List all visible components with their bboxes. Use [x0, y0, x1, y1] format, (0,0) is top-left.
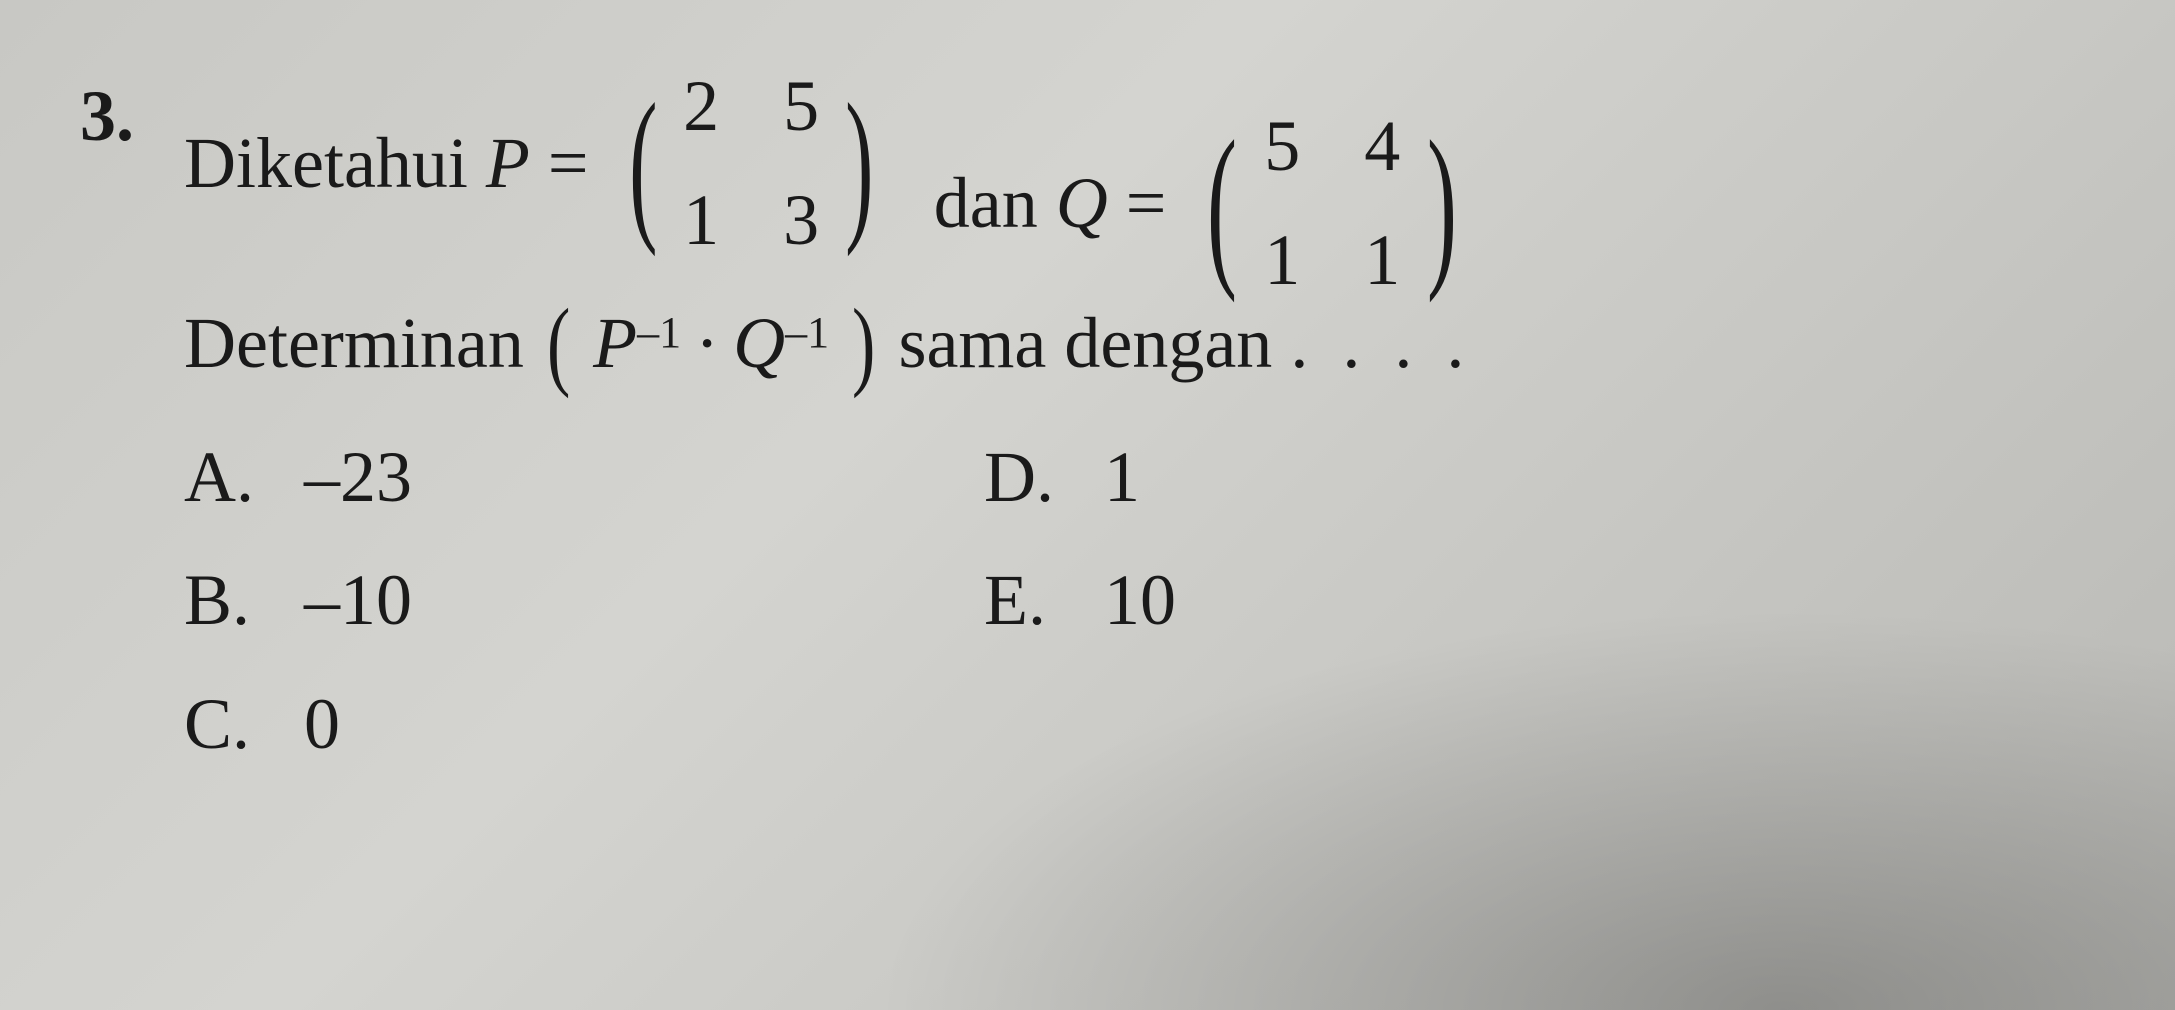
matrix-row: 1 1 — [1262, 214, 1402, 308]
question-body: Diketahui P = ( 2 5 1 3 ) dan — [184, 60, 2095, 772]
given-line: Diketahui P = ( 2 5 1 3 ) dan — [184, 60, 2095, 267]
option-value: 1 — [1104, 431, 1140, 525]
option-b: B. –10 — [184, 554, 984, 648]
matrix-cell: 5 — [1262, 100, 1302, 194]
matrix-row: 1 3 — [681, 174, 821, 268]
right-paren-icon: ) — [1427, 141, 1457, 267]
matrix-cell: 1 — [681, 174, 721, 268]
blank-dots: . . . . — [1290, 297, 1472, 391]
right-paren-icon: ) — [845, 104, 873, 223]
left-paren-icon: ( — [1207, 141, 1237, 267]
expr-p: P — [593, 297, 637, 391]
matrix-cell: 1 — [1262, 214, 1302, 308]
and-label: dan — [934, 157, 1038, 251]
option-c: C. 0 — [184, 678, 984, 772]
option-value: –23 — [304, 431, 412, 525]
determinant-label: Determinan — [184, 297, 524, 391]
matrix-q-cells: 5 4 1 1 — [1252, 100, 1412, 307]
option-value: 10 — [1104, 554, 1176, 648]
expr-q-superscript: –1 — [785, 304, 829, 361]
question-number: 3. — [80, 60, 134, 152]
option-letter: B. — [184, 554, 254, 648]
matrix-p: ( 2 5 1 3 ) — [615, 60, 888, 267]
expression: P–1 · Q–1 — [593, 297, 829, 391]
q-definition: dan Q = ( 5 4 1 1 ) — [934, 100, 1480, 307]
option-letter: C. — [184, 678, 254, 772]
expr-q: Q — [733, 297, 785, 391]
option-value: –10 — [304, 554, 412, 648]
matrix-cell: 3 — [781, 174, 821, 268]
equals-sign-1: = — [548, 117, 589, 211]
right-paren-icon: ) — [852, 304, 875, 384]
equals-sign-2: = — [1126, 157, 1167, 251]
option-e: E. 10 — [984, 554, 1784, 648]
option-value: 0 — [304, 678, 340, 772]
option-letter: E. — [984, 554, 1054, 648]
expr-p-superscript: –1 — [637, 304, 681, 361]
answer-options: A. –23 D. 1 B. –10 E. 10 C. 0 — [184, 431, 2095, 772]
equals-phrase: sama dengan — [898, 297, 1272, 391]
left-paren-icon: ( — [629, 104, 657, 223]
matrix-row: 2 5 — [681, 60, 821, 154]
question-block: 3. Diketahui P = ( 2 5 1 3 ) — [80, 60, 2095, 772]
option-letter: A. — [184, 431, 254, 525]
option-d: D. 1 — [984, 431, 1784, 525]
matrix-p-cells: 2 5 1 3 — [671, 60, 831, 267]
known-label: Diketahui — [184, 117, 468, 211]
option-letter: D. — [984, 431, 1054, 525]
matrix-cell: 2 — [681, 60, 721, 154]
var-p: P — [486, 117, 530, 211]
dot-operator: · — [695, 297, 719, 391]
option-a: A. –23 — [184, 431, 984, 525]
matrix-cell: 5 — [781, 60, 821, 154]
matrix-cell: 4 — [1362, 100, 1402, 194]
matrix-cell: 1 — [1362, 214, 1402, 308]
var-q: Q — [1056, 157, 1108, 251]
left-paren-icon: ( — [547, 304, 570, 384]
question-prompt: Determinan ( P–1 · Q–1 ) sama dengan . .… — [184, 297, 2095, 391]
matrix-q: ( 5 4 1 1 ) — [1192, 100, 1472, 307]
matrix-row: 5 4 — [1262, 100, 1402, 194]
